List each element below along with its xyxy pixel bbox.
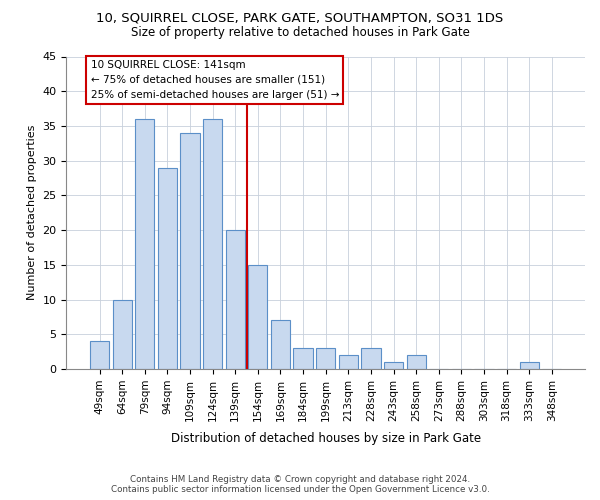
Bar <box>293 348 313 369</box>
Bar <box>271 320 290 369</box>
Bar <box>203 119 222 369</box>
Bar <box>339 355 358 369</box>
Text: 10, SQUIRREL CLOSE, PARK GATE, SOUTHAMPTON, SO31 1DS: 10, SQUIRREL CLOSE, PARK GATE, SOUTHAMPT… <box>97 12 503 24</box>
X-axis label: Distribution of detached houses by size in Park Gate: Distribution of detached houses by size … <box>170 432 481 445</box>
Bar <box>407 355 426 369</box>
Bar <box>226 230 245 369</box>
Bar <box>135 119 154 369</box>
Y-axis label: Number of detached properties: Number of detached properties <box>27 125 37 300</box>
Bar <box>316 348 335 369</box>
Text: 10 SQUIRREL CLOSE: 141sqm
← 75% of detached houses are smaller (151)
25% of semi: 10 SQUIRREL CLOSE: 141sqm ← 75% of detac… <box>91 60 339 100</box>
Bar <box>181 133 200 369</box>
Bar <box>520 362 539 369</box>
Text: Size of property relative to detached houses in Park Gate: Size of property relative to detached ho… <box>131 26 469 39</box>
Text: Contains HM Land Registry data © Crown copyright and database right 2024.
Contai: Contains HM Land Registry data © Crown c… <box>110 474 490 494</box>
Bar <box>90 342 109 369</box>
Bar <box>248 265 268 369</box>
Bar <box>361 348 380 369</box>
Bar <box>158 168 177 369</box>
Bar <box>384 362 403 369</box>
Bar <box>113 300 132 369</box>
